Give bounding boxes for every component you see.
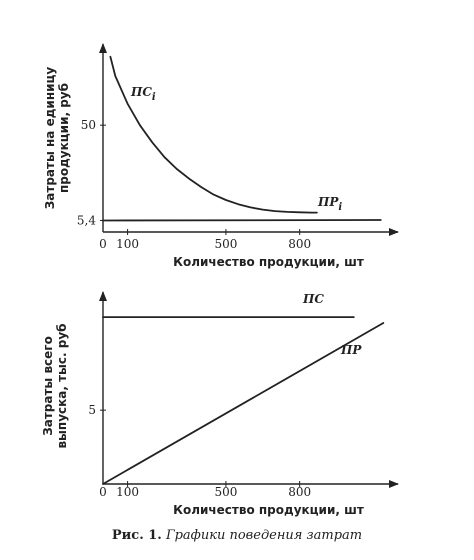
caption-text: Графики поведения затрат	[165, 528, 363, 543]
x-tick-label: 100	[116, 237, 139, 251]
series-label-2-1: ПС	[302, 292, 324, 306]
series-label-main: ПР	[317, 195, 339, 209]
series-label-2-2: ПР	[340, 343, 362, 357]
series-label-subscript: i	[152, 92, 156, 103]
y-tick-label: 5	[88, 403, 96, 417]
y-axis-label-line: Затраты всего	[41, 336, 55, 436]
series-line-1-2	[102, 219, 382, 222]
x-axis-label: Количество продукции, шт	[173, 503, 364, 517]
series-label-main: ПС	[130, 85, 152, 99]
figure-caption: Рис. 1. Графики поведения затрат	[0, 528, 474, 543]
x-tick-label: 500	[214, 485, 237, 499]
x-tick-label: 100	[116, 485, 139, 499]
series-line-1-1	[109, 55, 318, 214]
series-label-1-1: ПСi	[130, 85, 156, 103]
y-tick-label: 50	[81, 118, 96, 132]
series-label-1-2: ПРi	[317, 195, 342, 213]
chart-1: 0 100 500 800 5,4 50 Количество продукции, шт З…	[43, 43, 399, 269]
y-axis-label-line: выпуска, тыс. руб	[55, 323, 69, 448]
x-tick-label: 0	[99, 485, 107, 499]
x-tick-label: 0	[99, 237, 107, 251]
chart-2: 0 100 500 800 5 Количество продукции, шт Затра…	[41, 291, 399, 517]
caption-label: Рис. 1.	[111, 528, 162, 543]
series-label-subscript: i	[338, 202, 342, 213]
x-axis-label: Количество продукции, шт	[173, 255, 364, 269]
y-axis-label: Затраты на единицупродукции, руб	[43, 67, 71, 210]
series-line-2-2	[102, 322, 385, 485]
y-axis-label-line: продукции, руб	[57, 83, 71, 193]
y-axis-label: Затраты всеговыпуска, тыс. руб	[41, 323, 69, 448]
y-axis-label-line: Затраты на единицу	[43, 67, 57, 210]
y-tick-label: 5,4	[77, 213, 96, 227]
series-label-main: ПС	[302, 292, 324, 306]
x-tick-label: 800	[288, 485, 311, 499]
x-tick-label: 800	[288, 237, 311, 251]
x-tick-label: 500	[214, 237, 237, 251]
series-label-main: ПР	[340, 343, 362, 357]
